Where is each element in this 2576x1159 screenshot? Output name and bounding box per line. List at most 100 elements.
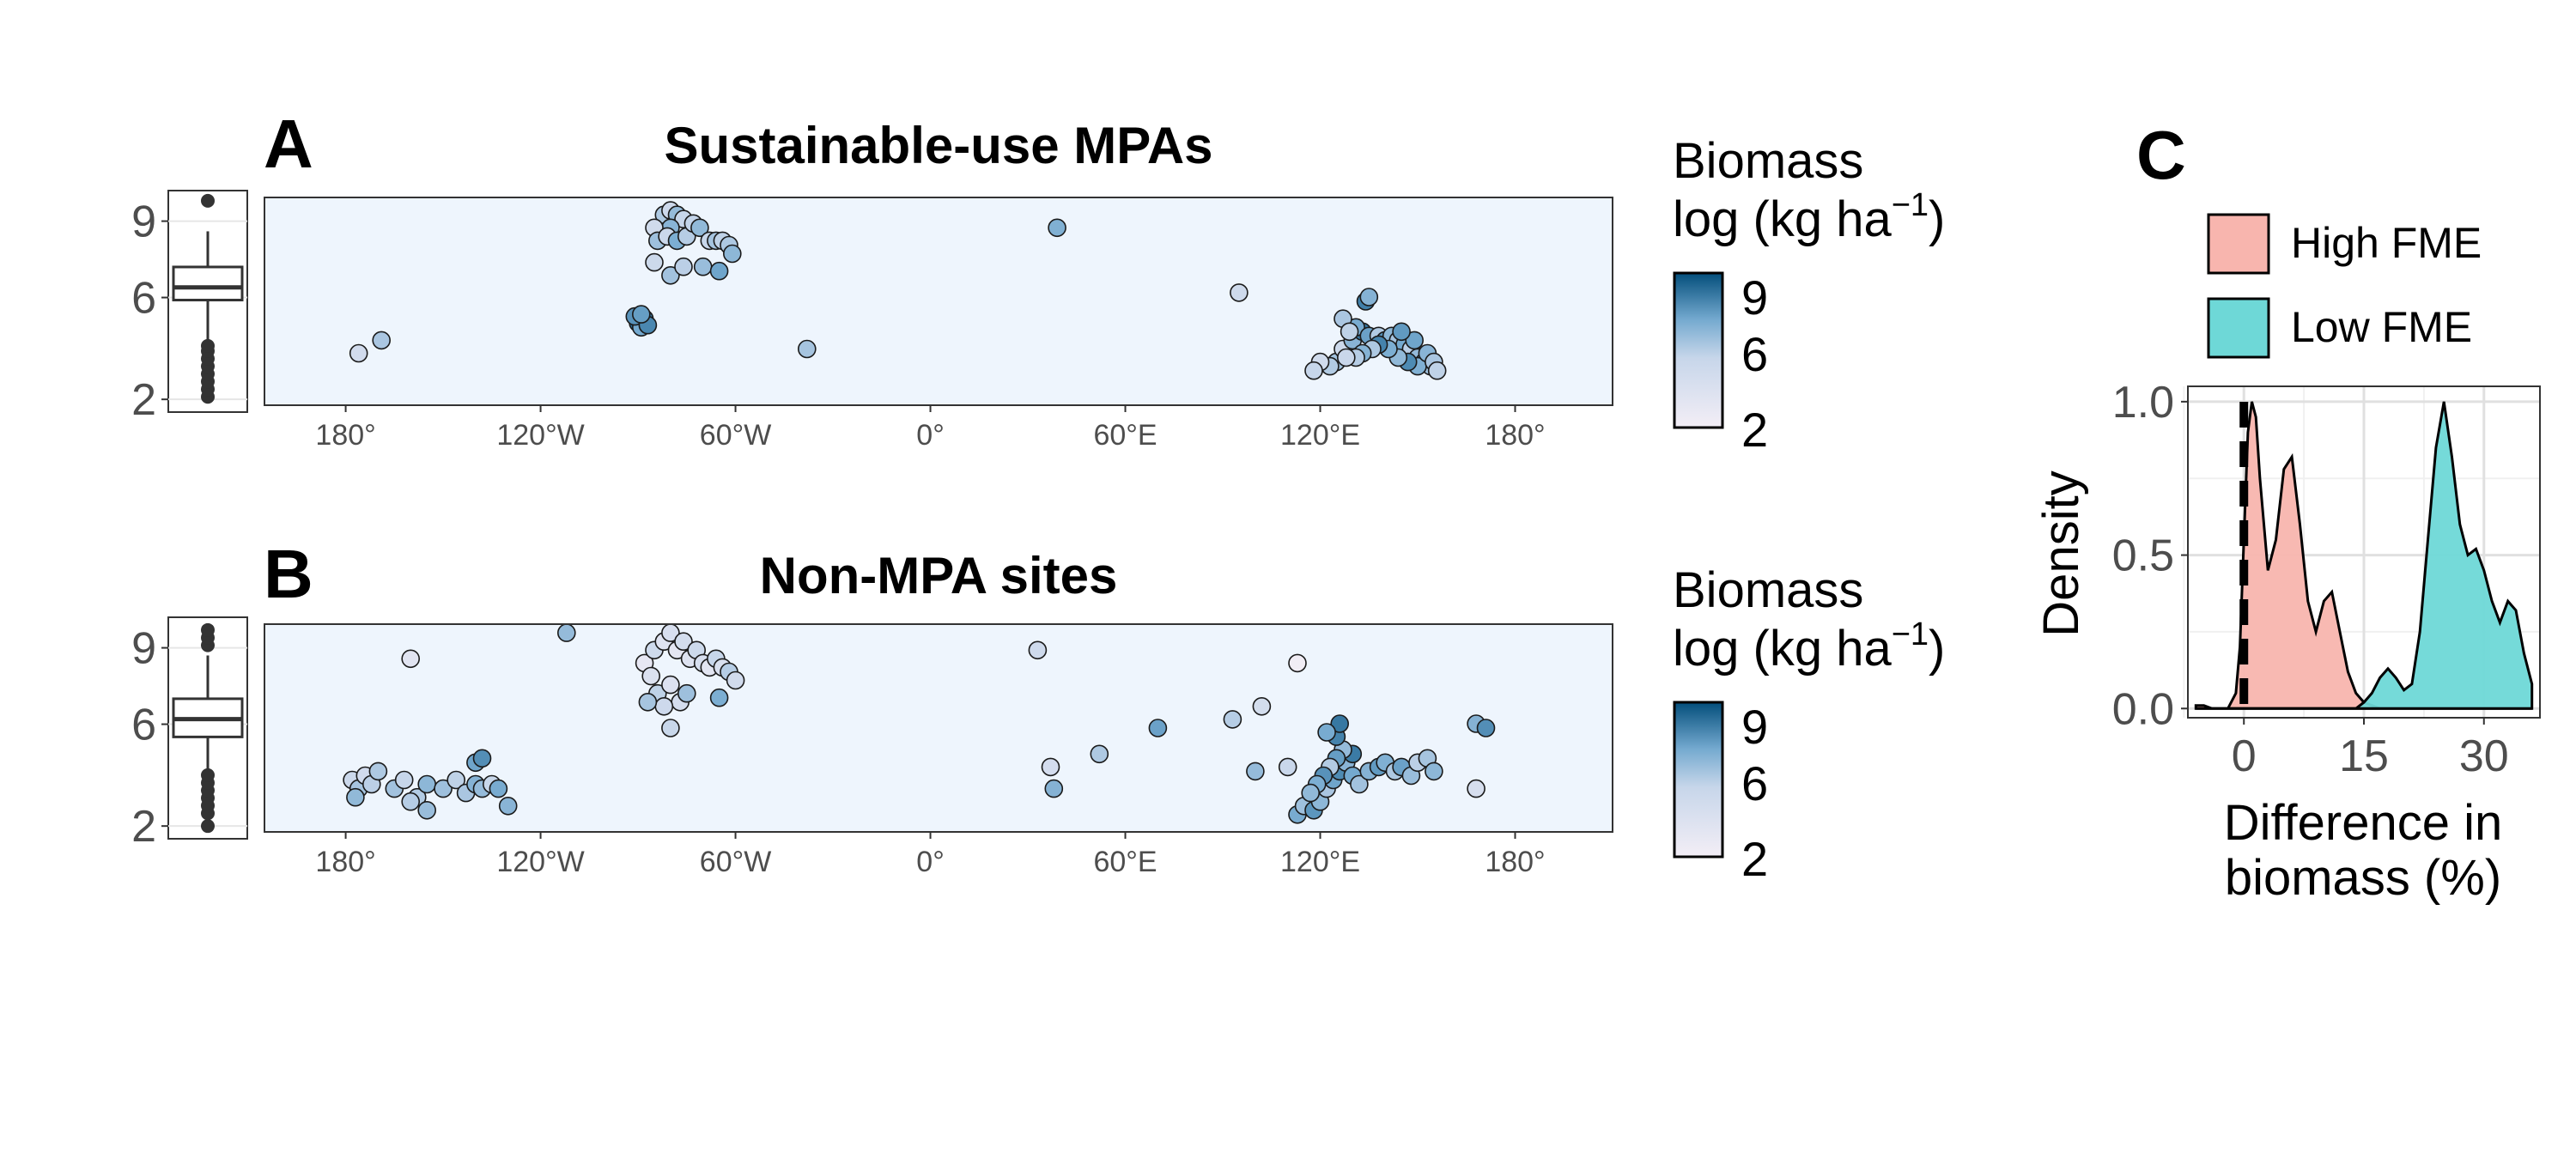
map-tick-label: 120°E [1280, 419, 1360, 452]
site-point [709, 688, 729, 707]
site-point [638, 692, 658, 712]
site-point [674, 632, 693, 652]
site-point [722, 244, 742, 264]
boxplot-tick-label: 2 [131, 375, 156, 425]
legend-tick-9: 9 [1741, 700, 1768, 754]
site-point [1330, 714, 1349, 733]
density-y-axis-title: Density [2033, 470, 2089, 636]
site-point [401, 792, 421, 811]
site-point [489, 779, 508, 798]
legend-title-line1: Biomass [1673, 562, 1863, 618]
boxplot-tick-label: 6 [131, 274, 156, 324]
map-tick-label: 120°W [496, 419, 584, 452]
site-point [693, 257, 713, 276]
boxplot-outlier [201, 338, 215, 353]
panel-b-title: Non-MPA sites [760, 547, 1118, 604]
map-tick-label: 60°E [1093, 846, 1157, 878]
site-point [797, 339, 817, 359]
legend-tick-2: 2 [1741, 832, 1768, 886]
site-point [1028, 640, 1048, 660]
site-point [1148, 719, 1168, 737]
density-x-axis-title-line1: Difference in [2224, 795, 2503, 851]
boxplot-y-ticks: 2 6 9 [131, 197, 168, 425]
x-tick-label: 0 [2232, 731, 2257, 781]
legend-key-low-fme [2207, 297, 2270, 359]
map-x-ticks: 180° 120°W 60°W 0° 60°E 120°E 180° [315, 405, 1546, 452]
map-tick-label: 60°E [1093, 419, 1157, 452]
panel-a-legend: Biomass log (kg ha−1) 9 6 2 [1673, 133, 1945, 457]
site-point [674, 257, 693, 276]
legend-title-line1: Biomass [1673, 133, 1863, 189]
site-point [1223, 710, 1242, 729]
site-point [1317, 723, 1336, 742]
boxplot-outlier [201, 819, 215, 834]
map-tick-label: 0° [916, 419, 945, 452]
boxplot-y-ticks: 2 6 9 [131, 624, 168, 852]
panel-a-map: 180° 120°W 60°W 0° 60°E 120°E 180° [264, 197, 1613, 452]
panel-c-legend: High FME Low FME [2207, 213, 2482, 359]
site-point [1350, 774, 1369, 794]
site-point [1340, 322, 1359, 342]
site-point [1427, 361, 1447, 380]
y-tick-label: 1.0 [2112, 378, 2174, 428]
site-point [709, 261, 729, 281]
map-tick-label: 60°W [700, 846, 772, 878]
panel-c: C High FME Low FME 0 15 30 0.0 0.5 1.0 Densit… [2033, 117, 2541, 906]
panel-c-letter: C [2136, 117, 2186, 193]
map-tick-label: 180° [1485, 846, 1545, 878]
site-point [1044, 779, 1064, 798]
legend-label-high-fme: High FME [2291, 219, 2482, 267]
legend-title-line2: log (kg ha−1) [1673, 616, 1945, 677]
legend-title-line2: log (kg ha−1) [1673, 187, 1945, 247]
site-point [368, 762, 388, 781]
legend-colorbar [1673, 701, 1724, 859]
map-tick-label: 0° [916, 846, 945, 878]
panel-a-boxplot: 2 6 9 [131, 190, 248, 425]
site-point [654, 696, 674, 716]
site-point [726, 671, 745, 690]
density-x-axis-title-line2: biomass (%) [2225, 850, 2501, 906]
map-ocean [264, 197, 1613, 406]
site-point [1288, 653, 1307, 673]
map-points [343, 624, 1496, 824]
boxplot-body [168, 622, 247, 834]
legend-tick-6: 6 [1741, 327, 1768, 381]
site-point [349, 343, 368, 363]
site-point [1246, 762, 1265, 781]
site-point [372, 331, 392, 350]
legend-tick-2: 2 [1741, 403, 1768, 457]
panel-a-letter: A [264, 106, 313, 182]
x-tick-label: 30 [2459, 731, 2509, 781]
boxplot-tick-label: 9 [131, 197, 156, 247]
site-point [1278, 757, 1297, 777]
site-point [631, 305, 651, 324]
x-tick-label: 15 [2339, 731, 2389, 781]
site-point [1041, 757, 1060, 777]
legend-tick-6: 6 [1741, 756, 1768, 810]
site-point [1476, 719, 1496, 737]
site-point [557, 624, 576, 642]
site-point [1467, 779, 1485, 798]
boxplot-tick-label: 6 [131, 701, 156, 750]
legend-colorbar [1673, 271, 1724, 429]
density-area-low-fme [2196, 401, 2534, 710]
y-tick-label: 0.5 [2112, 531, 2174, 581]
map-ocean [264, 623, 1613, 833]
boxplot-body [168, 193, 247, 404]
site-point [661, 675, 680, 695]
site-point [401, 649, 421, 669]
map-tick-label: 180° [315, 419, 375, 452]
site-point [645, 252, 664, 272]
site-point [1405, 331, 1424, 350]
legend-tick-9: 9 [1741, 270, 1768, 325]
panel-a-title: Sustainable-use MPAs [664, 117, 1212, 174]
map-x-ticks: 180° 120°W 60°W 0° 60°E 120°E 180° [315, 832, 1546, 878]
site-point [498, 796, 518, 816]
site-point [661, 265, 680, 285]
panel-a: A Sustainable-use MPAs 269 180° 120°W 60°W… [131, 106, 1945, 457]
site-point [447, 770, 466, 790]
boxplot-box [172, 265, 244, 302]
site-point [394, 770, 414, 790]
site-point [1090, 744, 1109, 764]
site-point [1392, 322, 1411, 342]
